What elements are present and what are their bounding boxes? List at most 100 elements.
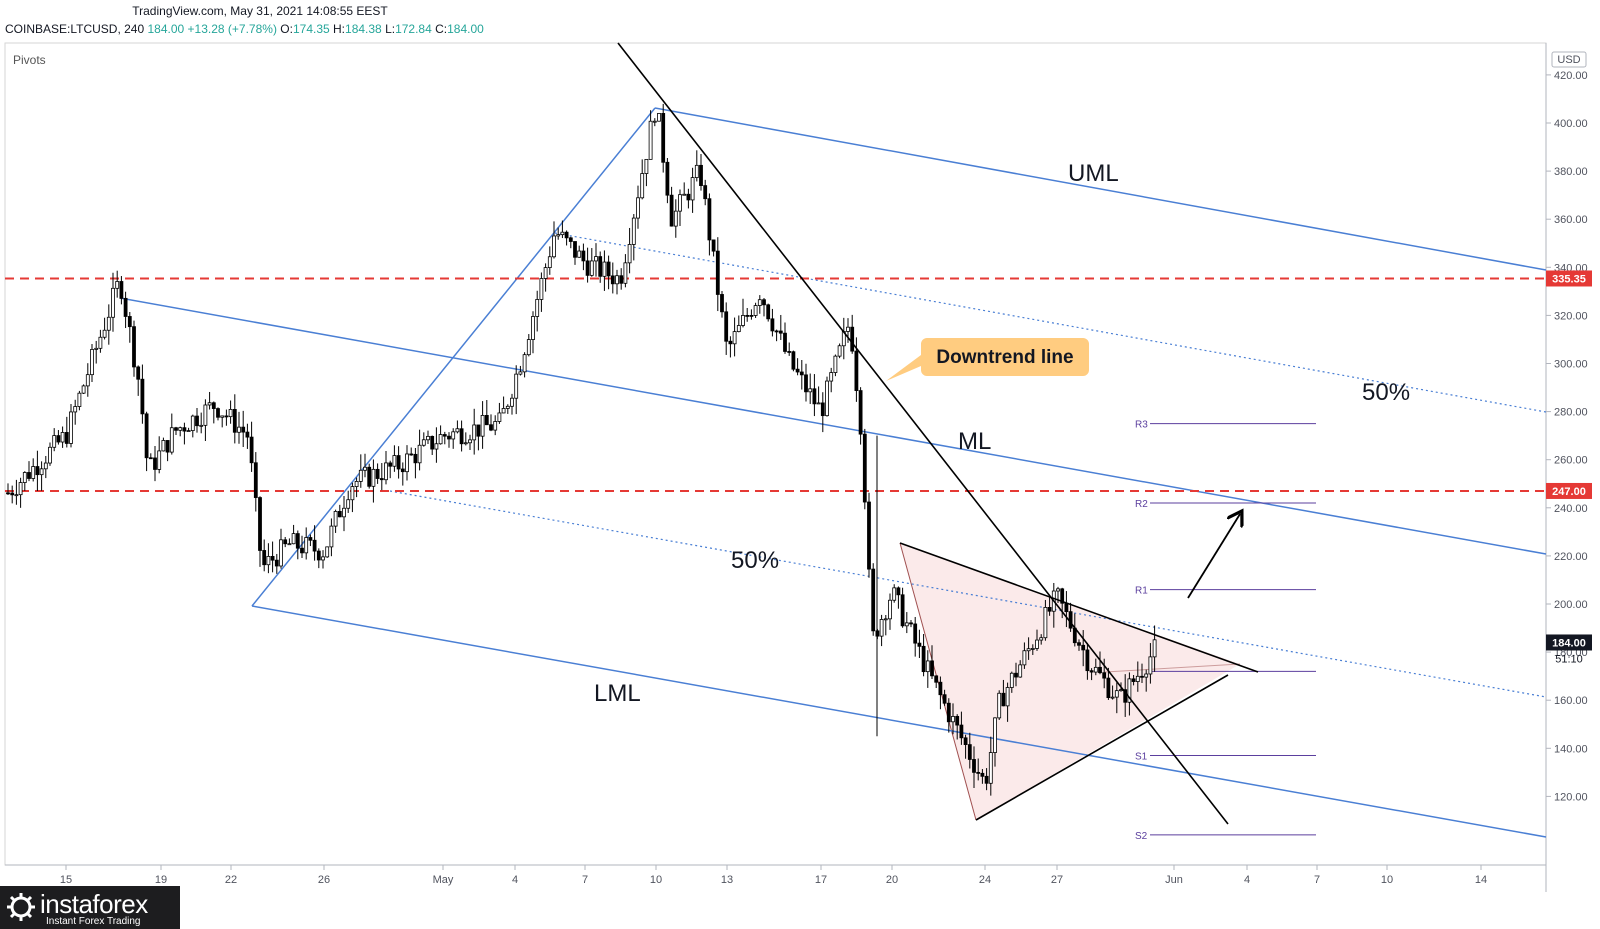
logo-wordmark: instaforex	[40, 889, 148, 919]
candle-body	[337, 511, 342, 518]
candle-body	[854, 350, 859, 391]
time-axis[interactable]: 15 19 22 26 May 4 7 10 13 17 20 24 27 Jun 4 7 10 14	[60, 865, 1487, 886]
candle-body	[640, 173, 645, 199]
candle-body	[892, 587, 897, 601]
x-tick-label: 4	[512, 874, 518, 886]
candle-body	[455, 428, 460, 433]
candle-body	[1064, 602, 1069, 613]
candle-body	[64, 432, 69, 444]
candle-body	[270, 556, 275, 561]
downtrend-callout[interactable]: Downtrend line	[886, 338, 1089, 381]
candle-body	[94, 347, 99, 350]
candle-body	[451, 431, 456, 440]
candle-body	[392, 455, 397, 467]
candle-body	[917, 642, 922, 647]
candle-body	[211, 402, 216, 409]
candle-body	[522, 354, 527, 373]
candle-body	[31, 466, 36, 479]
candle-body	[934, 675, 939, 683]
candle-body	[426, 435, 430, 441]
candle-body	[833, 355, 838, 373]
candle-body	[148, 457, 153, 460]
candle-body	[867, 501, 871, 570]
candle-body	[1114, 690, 1119, 698]
candle-body	[232, 408, 237, 433]
candle-body	[959, 724, 964, 739]
candle-body	[241, 426, 246, 433]
candle-body	[472, 424, 477, 441]
y-tick-label: 300.00	[1554, 359, 1588, 371]
countdown-label: 51:10	[1555, 653, 1583, 665]
close-value: 184.00	[447, 22, 484, 36]
candle-body	[825, 380, 829, 417]
instaforex-logo-icon	[7, 893, 35, 921]
candle-body	[106, 316, 111, 331]
price-labels: 335.35 247.00 184.00 51:10	[1546, 270, 1592, 665]
x-tick-label: 7	[582, 874, 588, 886]
x-tick-label: 26	[318, 874, 330, 886]
candle-body	[22, 472, 27, 483]
candle-body	[1009, 672, 1014, 688]
candle-body	[102, 329, 107, 338]
candle-body	[258, 497, 262, 551]
candle-body	[375, 468, 380, 479]
candle-body	[984, 775, 989, 784]
candle-body	[1056, 588, 1060, 592]
candle-body	[363, 466, 367, 471]
candle-body	[321, 556, 325, 561]
candle-body	[224, 415, 229, 418]
candle-body	[144, 413, 149, 459]
x-tick-label: 10	[1381, 874, 1393, 886]
candle-body	[27, 472, 31, 479]
candle-body	[766, 304, 771, 320]
candle-body	[820, 402, 825, 417]
candle-body	[1135, 675, 1140, 682]
candle-body	[354, 481, 359, 487]
y-tick-label: 200.00	[1554, 599, 1588, 611]
candle-body	[909, 622, 913, 625]
candle-body	[1005, 687, 1010, 707]
candle-body	[178, 427, 183, 431]
candle-body	[812, 388, 817, 405]
candle-body	[140, 378, 145, 415]
candle-body	[1081, 644, 1086, 651]
candle-body	[115, 281, 120, 289]
chart-title: TradingView.com, May 31, 2021 14:08:55 E…	[132, 4, 388, 18]
candle-body	[787, 351, 792, 353]
candle-body	[988, 752, 993, 784]
candle-body	[938, 681, 943, 696]
candle-body	[6, 492, 10, 495]
pivot-label-s1: S1	[1135, 752, 1148, 763]
candle-body	[396, 455, 401, 470]
candle-body	[220, 415, 225, 418]
currency-badge[interactable]	[1551, 51, 1587, 68]
candle-body	[157, 450, 162, 470]
upper-50-percent-label: 50%	[1362, 379, 1410, 406]
candle-body	[279, 539, 283, 567]
candle-body	[1026, 648, 1031, 652]
candle-body	[480, 414, 485, 437]
candle-body	[400, 468, 405, 473]
price-axis[interactable]: 420.00400.00380.00360.00340.00320.00300.…	[1546, 70, 1588, 804]
candle-body	[367, 466, 372, 487]
ohlc-legend: COINBASE:LTCUSD, 240 184.00 +13.28 (+7.7…	[5, 22, 484, 36]
plot-frame	[4, 42, 1547, 866]
y-tick-label: 220.00	[1554, 551, 1588, 563]
candle-body	[573, 241, 577, 258]
x-tick-label: 7	[1314, 874, 1320, 886]
candle-body	[585, 260, 590, 276]
candle-body	[421, 439, 426, 446]
y-tick-label: 400.00	[1554, 118, 1588, 130]
candle-body	[132, 326, 136, 368]
candle-body	[699, 164, 703, 186]
candle-body	[287, 543, 292, 546]
candle-body	[783, 332, 787, 352]
candle-body	[291, 533, 296, 545]
candle-body	[694, 164, 699, 178]
candle-body	[190, 415, 195, 431]
candle-body	[165, 440, 170, 453]
x-tick-label: 13	[721, 874, 733, 886]
candle-body	[577, 250, 582, 258]
candle-body	[703, 185, 708, 200]
